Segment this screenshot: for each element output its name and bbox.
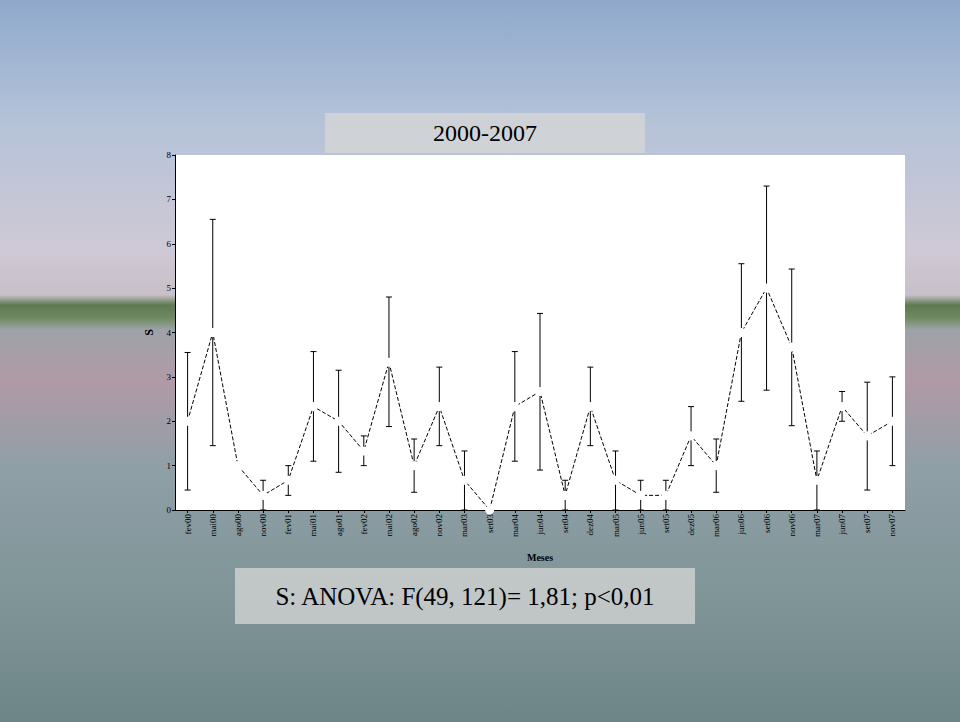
svg-text:4: 4: [167, 328, 172, 338]
svg-text:mar03: mar03: [459, 514, 469, 537]
svg-text:dez05: dez05: [686, 514, 696, 536]
svg-text:3: 3: [167, 372, 172, 382]
svg-text:0: 0: [167, 505, 172, 515]
svg-text:mar06: mar06: [711, 514, 721, 537]
svg-text:mai02: mai02: [384, 514, 394, 537]
svg-text:Meses: Meses: [527, 552, 553, 563]
svg-text:jun04: jun04: [535, 514, 545, 536]
svg-text:ago01: ago01: [334, 514, 344, 536]
svg-text:mai00: mai00: [208, 514, 218, 537]
svg-text:set06: set06: [762, 514, 772, 533]
svg-text:set03: set03: [485, 514, 495, 533]
svg-text:set04: set04: [560, 514, 570, 533]
svg-text:nov02: nov02: [434, 514, 444, 537]
svg-text:jun06: jun06: [736, 514, 746, 536]
svg-text:mai01: mai01: [308, 514, 318, 537]
svg-text:dez04: dez04: [585, 514, 595, 536]
svg-text:7: 7: [167, 194, 172, 204]
svg-text:set07: set07: [862, 514, 872, 533]
svg-text:6: 6: [167, 239, 172, 249]
svg-text:8: 8: [167, 150, 172, 160]
svg-text:fev01: fev01: [283, 514, 293, 535]
svg-text:2000-2007: 2000-2007: [433, 120, 537, 146]
svg-text:nov07: nov07: [887, 514, 897, 537]
svg-text:S: ANOVA: F(49, 121)= 1,81; p<: S: ANOVA: F(49, 121)= 1,81; p<0,01: [275, 583, 654, 611]
svg-text:mar04: mar04: [510, 514, 520, 537]
svg-text:fev00: fev00: [183, 514, 193, 535]
svg-text:jun07: jun07: [837, 514, 847, 536]
svg-text:S: S: [142, 329, 156, 336]
svg-text:nov06: nov06: [787, 514, 797, 537]
svg-text:set05: set05: [661, 514, 671, 533]
svg-text:jun05: jun05: [636, 514, 646, 536]
svg-text:mar07: mar07: [812, 514, 822, 537]
svg-text:nov00: nov00: [258, 514, 268, 537]
svg-text:2: 2: [167, 416, 172, 426]
svg-text:1: 1: [167, 461, 172, 471]
svg-text:fev02: fev02: [359, 514, 369, 535]
svg-text:mar05: mar05: [611, 514, 621, 537]
svg-text:ago02: ago02: [409, 514, 419, 536]
svg-text:ago00: ago00: [233, 514, 243, 536]
svg-text:5: 5: [167, 283, 172, 293]
